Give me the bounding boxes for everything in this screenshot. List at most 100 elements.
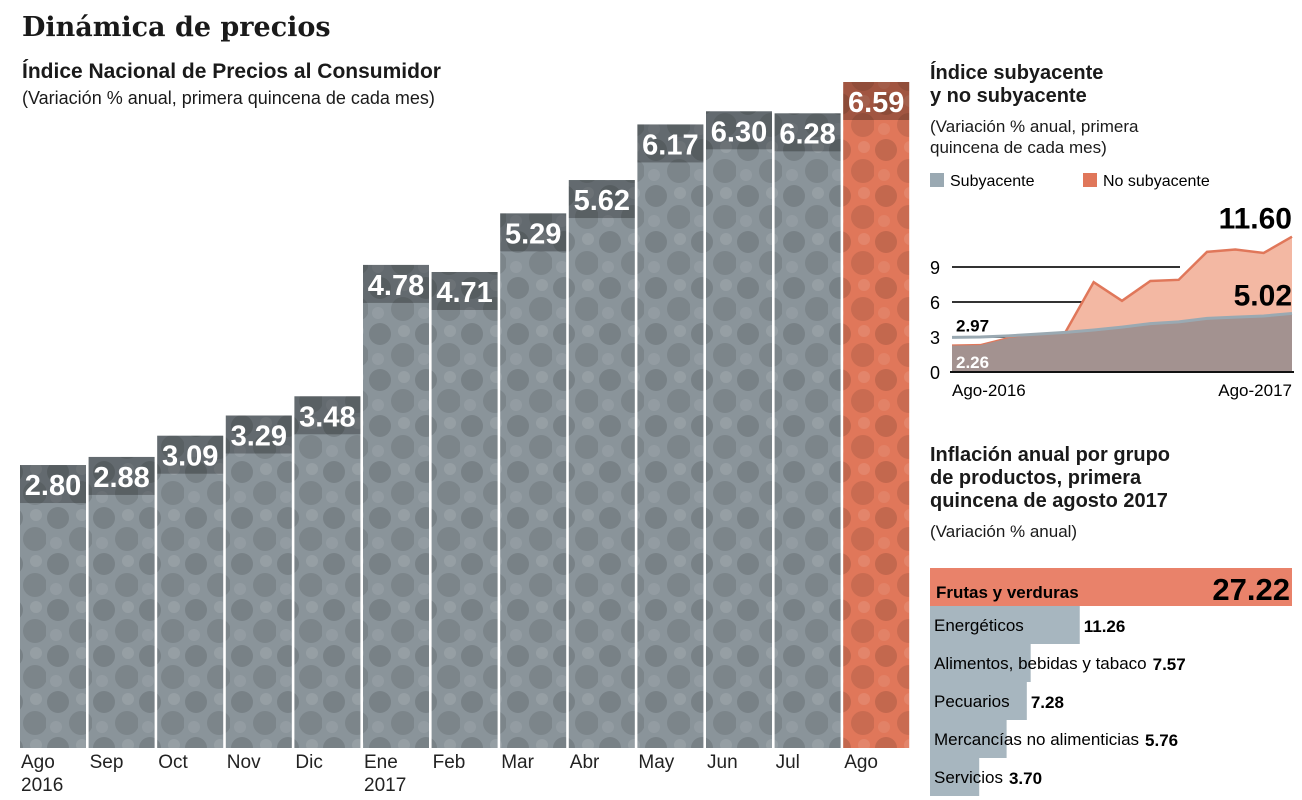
groups-title-line: quincena de agosto 2017 [930, 490, 1168, 512]
end-label-subyacente: 5.02 [1234, 279, 1292, 312]
groups-title-line: Inflación anual por grupo [930, 444, 1170, 466]
hbar-value-label: 7.28 [1031, 693, 1064, 712]
bar-value-label: 5.62 [574, 185, 630, 217]
hbar-label: Alimentos, bebidas y tabaco [934, 654, 1147, 673]
hbar-label: Energéticos [934, 616, 1024, 635]
hbar-group: Servicios 3.70 [930, 758, 1042, 796]
bar-label-bg [294, 396, 361, 435]
bar-label-bg [706, 111, 772, 150]
start-label-no-subyacente: 2.26 [956, 353, 989, 372]
groups-chart-title: Inflación anual por grupo de productos, … [930, 444, 1170, 513]
hbar [930, 758, 980, 796]
y-tick-label: 0 [930, 363, 940, 383]
bar-group: 3.09 Oct [157, 435, 224, 773]
x-tick-label: Sep [90, 752, 124, 773]
bar-label-bg [568, 180, 635, 219]
page-title: Dinámica de precios [22, 12, 331, 43]
hbar [930, 682, 1027, 720]
bar-value-label: 4.71 [436, 277, 492, 309]
hbar-label: Frutas y verduras [936, 583, 1079, 602]
bar-label-bg [225, 415, 292, 454]
core-title-line: Índice subyacente [930, 62, 1104, 84]
bar-label-bg [88, 456, 155, 495]
hbar [930, 568, 1292, 606]
bar-value-label: 3.29 [231, 421, 287, 453]
bar-group: 6.30 Jun [706, 111, 772, 773]
hbar-value-label: 3.70 [1009, 769, 1042, 788]
x-tick-label: Abr [570, 752, 600, 773]
bar-value-label: 3.48 [299, 401, 355, 433]
end-label-no-subyacente: 11.60 [1219, 203, 1292, 236]
hbar-value-label: 5.76 [1145, 731, 1178, 750]
bar-group: 3.48 Dic [294, 396, 361, 773]
bar-group: 6.17 May [637, 124, 704, 773]
x-tick-label: Feb [433, 752, 466, 773]
hbar-label: Mercancías no alimenticias [934, 730, 1139, 749]
hbar-label: Pecuarios [934, 692, 1010, 711]
x-tick-label: Dic [295, 752, 322, 773]
x-tick-label: Ago [21, 752, 55, 773]
x-tick-label: Ago-2016 [952, 381, 1026, 400]
bar-value-label: 3.09 [162, 441, 218, 473]
bar-value-label: 2.80 [25, 470, 81, 502]
hbar-group: Mercancías no alimenticias 5.76 [930, 720, 1178, 758]
bar-value-label: 6.28 [779, 118, 835, 150]
legend-swatch-subyacente [930, 173, 944, 187]
area-overlap [952, 313, 1292, 372]
bar-group: 4.71 Feb [431, 271, 498, 773]
bar-label-bg [637, 124, 704, 163]
legend-label: No subyacente [1103, 173, 1210, 190]
x-tick-label: Ago-2017 [1218, 381, 1292, 400]
bar-texture [843, 82, 910, 748]
groups-title-line: de productos, primera [930, 467, 1142, 489]
hbar-group: Energéticos 11.26 [930, 606, 1125, 644]
x-tick-label: Ene [364, 752, 398, 773]
bar-label-bg [500, 213, 567, 252]
bar-group: 3.29 Nov [225, 415, 292, 773]
bar-label-bg [363, 264, 429, 303]
x-tick-label: Jul [776, 752, 800, 773]
x-tick-label: Nov [227, 752, 261, 773]
x-tick-label: May [638, 752, 674, 773]
core-subtitle-line: quincena de cada mes) [930, 138, 1107, 157]
bar-value-label: 2.88 [93, 462, 149, 494]
cpi-chart-title: Índice Nacional de Precios al Consumidor [22, 60, 441, 83]
bar-group: 5.29 Mar [500, 213, 567, 773]
bar-texture [706, 111, 772, 748]
bar-group: 6.59 Ago [843, 82, 910, 773]
bar-texture [500, 213, 567, 749]
hbar-value-label: 7.57 [1153, 655, 1186, 674]
bar-texture [20, 465, 86, 748]
bar-texture [157, 435, 224, 748]
hbar [930, 606, 1080, 644]
core-subtitle-line: (Variación % anual, primera [930, 117, 1139, 136]
y-tick-label: 3 [930, 328, 940, 348]
x-tick-label: Ago [844, 752, 878, 773]
bar-texture [225, 415, 292, 748]
bar-group: 6.28 Jul [774, 113, 841, 773]
bar-texture [363, 264, 429, 748]
hbar-group: Alimentos, bebidas y tabaco 7.57 [930, 644, 1186, 682]
core-title-line: y no subyacente [930, 85, 1087, 107]
bar-label-bg [431, 271, 498, 310]
x-tick-label: Jun [707, 752, 738, 773]
bar-group: 2.88 Sep [88, 456, 155, 773]
bar-texture [774, 113, 841, 748]
bar-value-label: 4.78 [368, 270, 424, 302]
x-tick-label: 2016 [21, 775, 63, 796]
hbar [930, 720, 1007, 758]
bar-label-bg [20, 465, 86, 504]
y-tick-label: 9 [930, 258, 940, 278]
bar-label-bg [774, 113, 841, 152]
hbar-value-label: 27.22 [1212, 572, 1290, 607]
legend-label: Subyacente [950, 173, 1035, 190]
bar-value-label: 6.17 [642, 129, 698, 161]
hbar [930, 644, 1031, 682]
hbar-group: Pecuarios 7.28 [930, 682, 1064, 720]
hbar-value-label: 11.26 [1084, 617, 1126, 636]
bar-value-label: 5.29 [505, 218, 561, 250]
core-chart-subtitle: (Variación % anual, primera quincena de … [930, 116, 1139, 158]
